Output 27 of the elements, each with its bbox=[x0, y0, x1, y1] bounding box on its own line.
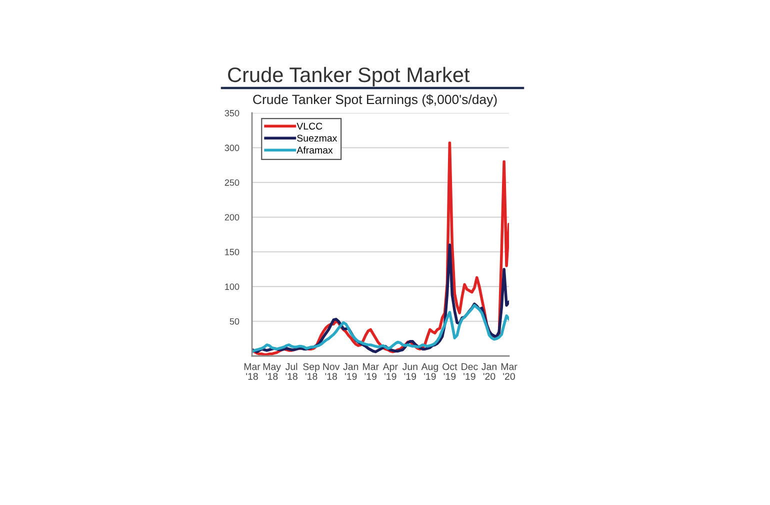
x-tick-label: May '18 bbox=[263, 363, 281, 380]
x-tick-label: Nov '18 bbox=[323, 363, 340, 380]
legend-label: VLCC bbox=[296, 122, 322, 130]
x-tick-label: Apr '19 bbox=[382, 363, 398, 380]
y-tick-label: 350 bbox=[224, 110, 240, 116]
y-tick-label: 50 bbox=[230, 318, 240, 325]
x-tick-label: Oct '19 bbox=[442, 363, 458, 380]
line-series bbox=[252, 304, 509, 354]
x-tick-label: Mar '20 bbox=[501, 363, 518, 380]
x-tick-label: Jan '19 bbox=[343, 363, 358, 380]
x-tick-label: Jan '20 bbox=[482, 363, 496, 380]
x-tick-label: Dec '19 bbox=[462, 363, 478, 380]
y-tick-label: 250 bbox=[224, 179, 240, 186]
chart-subtitle: Crude Tanker Spot Earnings ($,000's/day) bbox=[253, 94, 497, 107]
x-tick-label: Jul '18 bbox=[285, 362, 298, 380]
x-tick-label: Jun '19 bbox=[402, 363, 418, 380]
x-tick-label: Aug '19 bbox=[421, 363, 438, 380]
x-tick-label: Mar '18 bbox=[244, 363, 260, 380]
legend-label: Aframax bbox=[296, 146, 333, 154]
chart-title: Crude Tanker Spot Market bbox=[228, 66, 470, 86]
y-tick-label: 200 bbox=[224, 214, 240, 221]
y-tick-label: 300 bbox=[224, 144, 240, 152]
x-tick-label: Sep '18 bbox=[303, 363, 320, 380]
y-tick-label: 150 bbox=[225, 248, 240, 256]
legend-label: Suezmax bbox=[297, 134, 338, 142]
x-tick-label: Mar '19 bbox=[363, 363, 379, 380]
y-tick-label: 100 bbox=[225, 284, 240, 290]
